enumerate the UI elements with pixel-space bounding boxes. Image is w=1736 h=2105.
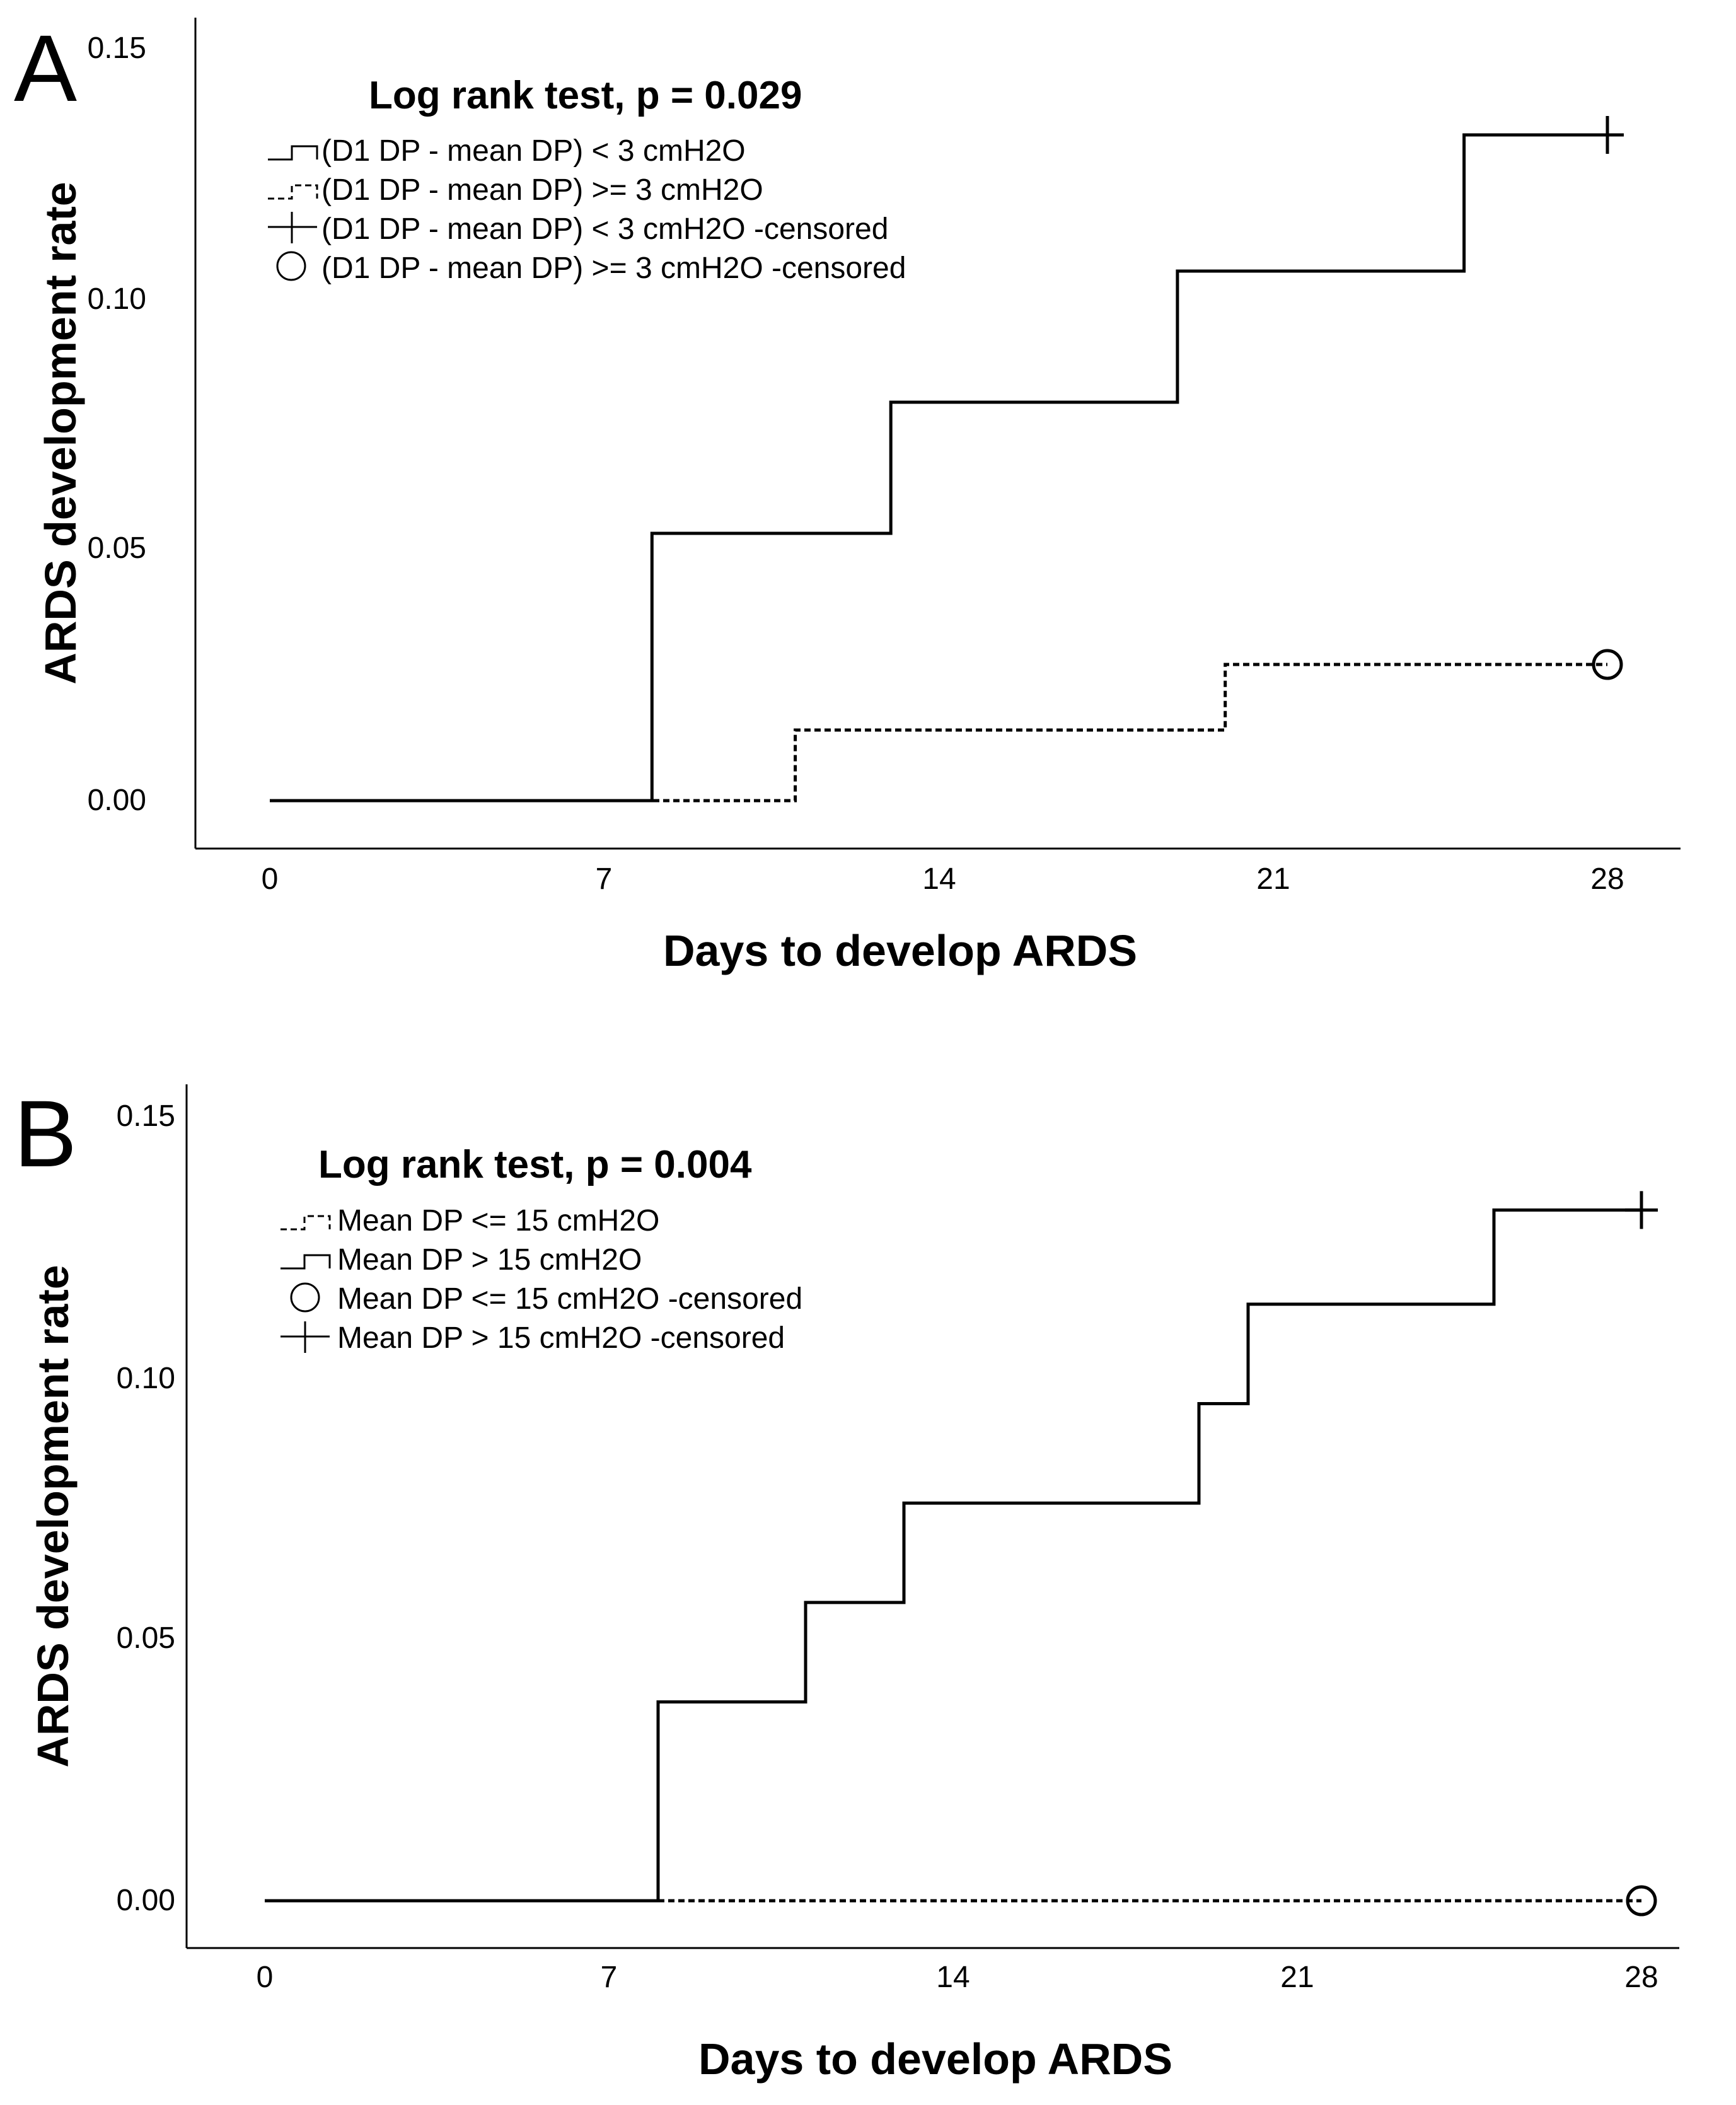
x-axis-label: Days to develop ARDS bbox=[663, 926, 1137, 975]
censor-marker-circle bbox=[1626, 1885, 1657, 1917]
x-tick-label: 21 bbox=[1280, 1961, 1314, 1994]
legend-swatch bbox=[268, 212, 317, 243]
legend-swatch bbox=[276, 251, 306, 281]
legend-swatch bbox=[281, 1254, 331, 1270]
chart-title: Log rank test, p = 0.029 bbox=[369, 74, 802, 117]
y-tick-label: 0.10 bbox=[117, 1362, 175, 1395]
legend-item: Mean DP <= 15 cmH2O bbox=[281, 1204, 659, 1238]
x-tick-label: 0 bbox=[262, 862, 279, 896]
legend-label: (D1 DP - mean DP) >= 3 cmH2O -censored bbox=[321, 252, 906, 285]
y-tick-label: 0.15 bbox=[88, 32, 146, 65]
x-tick-label: 7 bbox=[596, 862, 613, 896]
legend-swatch bbox=[268, 145, 318, 161]
plot-area bbox=[265, 1191, 1658, 1917]
legend-item: (D1 DP - mean DP) >= 3 cmH2O bbox=[268, 173, 763, 207]
x-tick-label: 14 bbox=[936, 1961, 969, 1994]
series-line bbox=[270, 663, 1607, 803]
legend: Mean DP <= 15 cmH2O Mean DP > 15 cmH2O M… bbox=[281, 1204, 802, 1355]
legend-item: (D1 DP - mean DP) >= 3 cmH2O -censored bbox=[276, 251, 906, 285]
x-tick-label: 28 bbox=[1624, 1961, 1658, 1994]
censor-marker-plus bbox=[1591, 116, 1624, 154]
x-axis-label: Days to develop ARDS bbox=[698, 2034, 1172, 2084]
censor-marker-plus bbox=[1625, 1191, 1658, 1229]
y-tick-label: 0.00 bbox=[117, 1884, 175, 1917]
legend-item: (D1 DP - mean DP) < 3 cmH2O -censored bbox=[268, 212, 888, 246]
panel-a: A 0.00 0.05 0.10 0.15 0 7 14 21 28 Days … bbox=[14, 15, 1681, 975]
legend-label: Mean DP > 15 cmH2O bbox=[337, 1243, 642, 1277]
y-tick-label: 0.00 bbox=[88, 784, 146, 817]
y-axis-label: ARDS development rate bbox=[36, 182, 85, 684]
series-line bbox=[270, 133, 1607, 803]
legend-label: (D1 DP - mean DP) < 3 cmH2O bbox=[321, 134, 746, 168]
x-tick-label: 21 bbox=[1256, 862, 1290, 896]
legend-label: Mean DP <= 15 cmH2O -censored bbox=[337, 1282, 802, 1316]
y-tick-label: 0.10 bbox=[88, 282, 146, 316]
panel-letter: B bbox=[14, 1081, 77, 1186]
y-tick-label: 0.05 bbox=[117, 1621, 175, 1655]
legend-label: Mean DP <= 15 cmH2O bbox=[337, 1204, 659, 1238]
x-tick-label: 28 bbox=[1590, 862, 1624, 896]
legend-item: Mean DP <= 15 cmH2O -censored bbox=[290, 1282, 802, 1316]
y-axis-label: ARDS development rate bbox=[28, 1265, 78, 1767]
legend-item: Mean DP > 15 cmH2O -censored bbox=[281, 1321, 785, 1355]
x-tick-label: 14 bbox=[922, 862, 956, 896]
legend-swatch bbox=[281, 1321, 330, 1353]
legend-item: (D1 DP - mean DP) < 3 cmH2O bbox=[268, 134, 746, 168]
legend-item: Mean DP > 15 cmH2O bbox=[281, 1243, 642, 1277]
legend-swatch bbox=[290, 1282, 320, 1313]
panel-letter: A bbox=[14, 15, 77, 121]
legend-swatch bbox=[281, 1215, 331, 1231]
y-tick-label: 0.05 bbox=[88, 531, 146, 565]
legend-swatch bbox=[268, 184, 318, 200]
series-line bbox=[265, 1208, 1641, 1903]
y-tick-label: 0.15 bbox=[117, 1099, 175, 1133]
legend-label: Mean DP > 15 cmH2O -censored bbox=[337, 1321, 785, 1355]
legend: (D1 DP - mean DP) < 3 cmH2O (D1 DP - mea… bbox=[268, 134, 906, 285]
legend-label: (D1 DP - mean DP) < 3 cmH2O -censored bbox=[321, 212, 888, 246]
censor-marker-circle bbox=[1592, 649, 1623, 680]
x-tick-label: 0 bbox=[257, 1961, 274, 1994]
plot-area bbox=[270, 116, 1624, 803]
panel-b: B 0.00 0.05 0.10 0.15 0 7 14 21 28 Days … bbox=[14, 1081, 1679, 2084]
legend-label: (D1 DP - mean DP) >= 3 cmH2O bbox=[321, 173, 763, 207]
chart-title: Log rank test, p = 0.004 bbox=[318, 1143, 752, 1186]
x-tick-label: 7 bbox=[601, 1961, 618, 1994]
